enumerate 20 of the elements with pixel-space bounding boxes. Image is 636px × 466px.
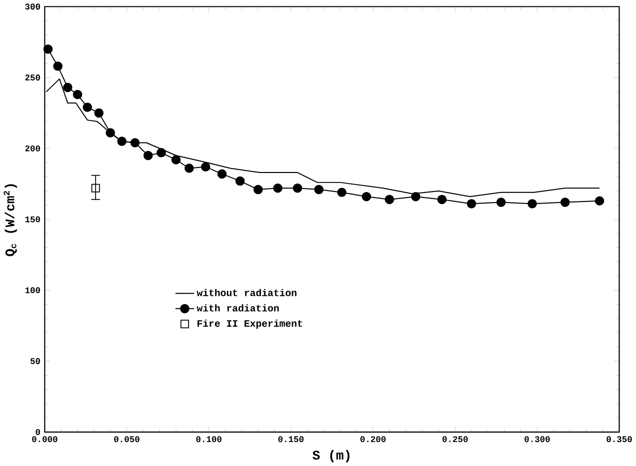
x-tick-label: 0.050	[114, 436, 140, 442]
x-tick-label: 0.250	[442, 436, 468, 442]
x-tick-label: 0.150	[278, 436, 304, 442]
legend-label: without radiation	[196, 289, 296, 296]
x-tick-label: 0.200	[360, 436, 386, 442]
x-tick-label: 0.000	[32, 436, 58, 442]
y-tick-label: 200	[25, 146, 40, 152]
x-axis-title: S (m)	[312, 450, 350, 462]
legend-label: Fire II Experiment	[198, 320, 302, 329]
y-tick-label: 0	[36, 429, 40, 436]
legend-label: with radiation	[196, 304, 279, 312]
x-tick-label: 0.300	[524, 436, 550, 442]
x-tick-label: 0.350	[606, 436, 632, 442]
x-tick-label: 0.100	[196, 436, 222, 442]
text: Q$_{c}$ (W/cm$^{2}$)	[4, 184, 17, 256]
y-tick-label: 100	[25, 287, 40, 294]
y-tick-label: 50	[30, 358, 40, 364]
y-tick-label: 250	[25, 74, 40, 81]
y-tick-label: 300	[25, 4, 40, 10]
y-tick-label: 150	[25, 216, 40, 222]
